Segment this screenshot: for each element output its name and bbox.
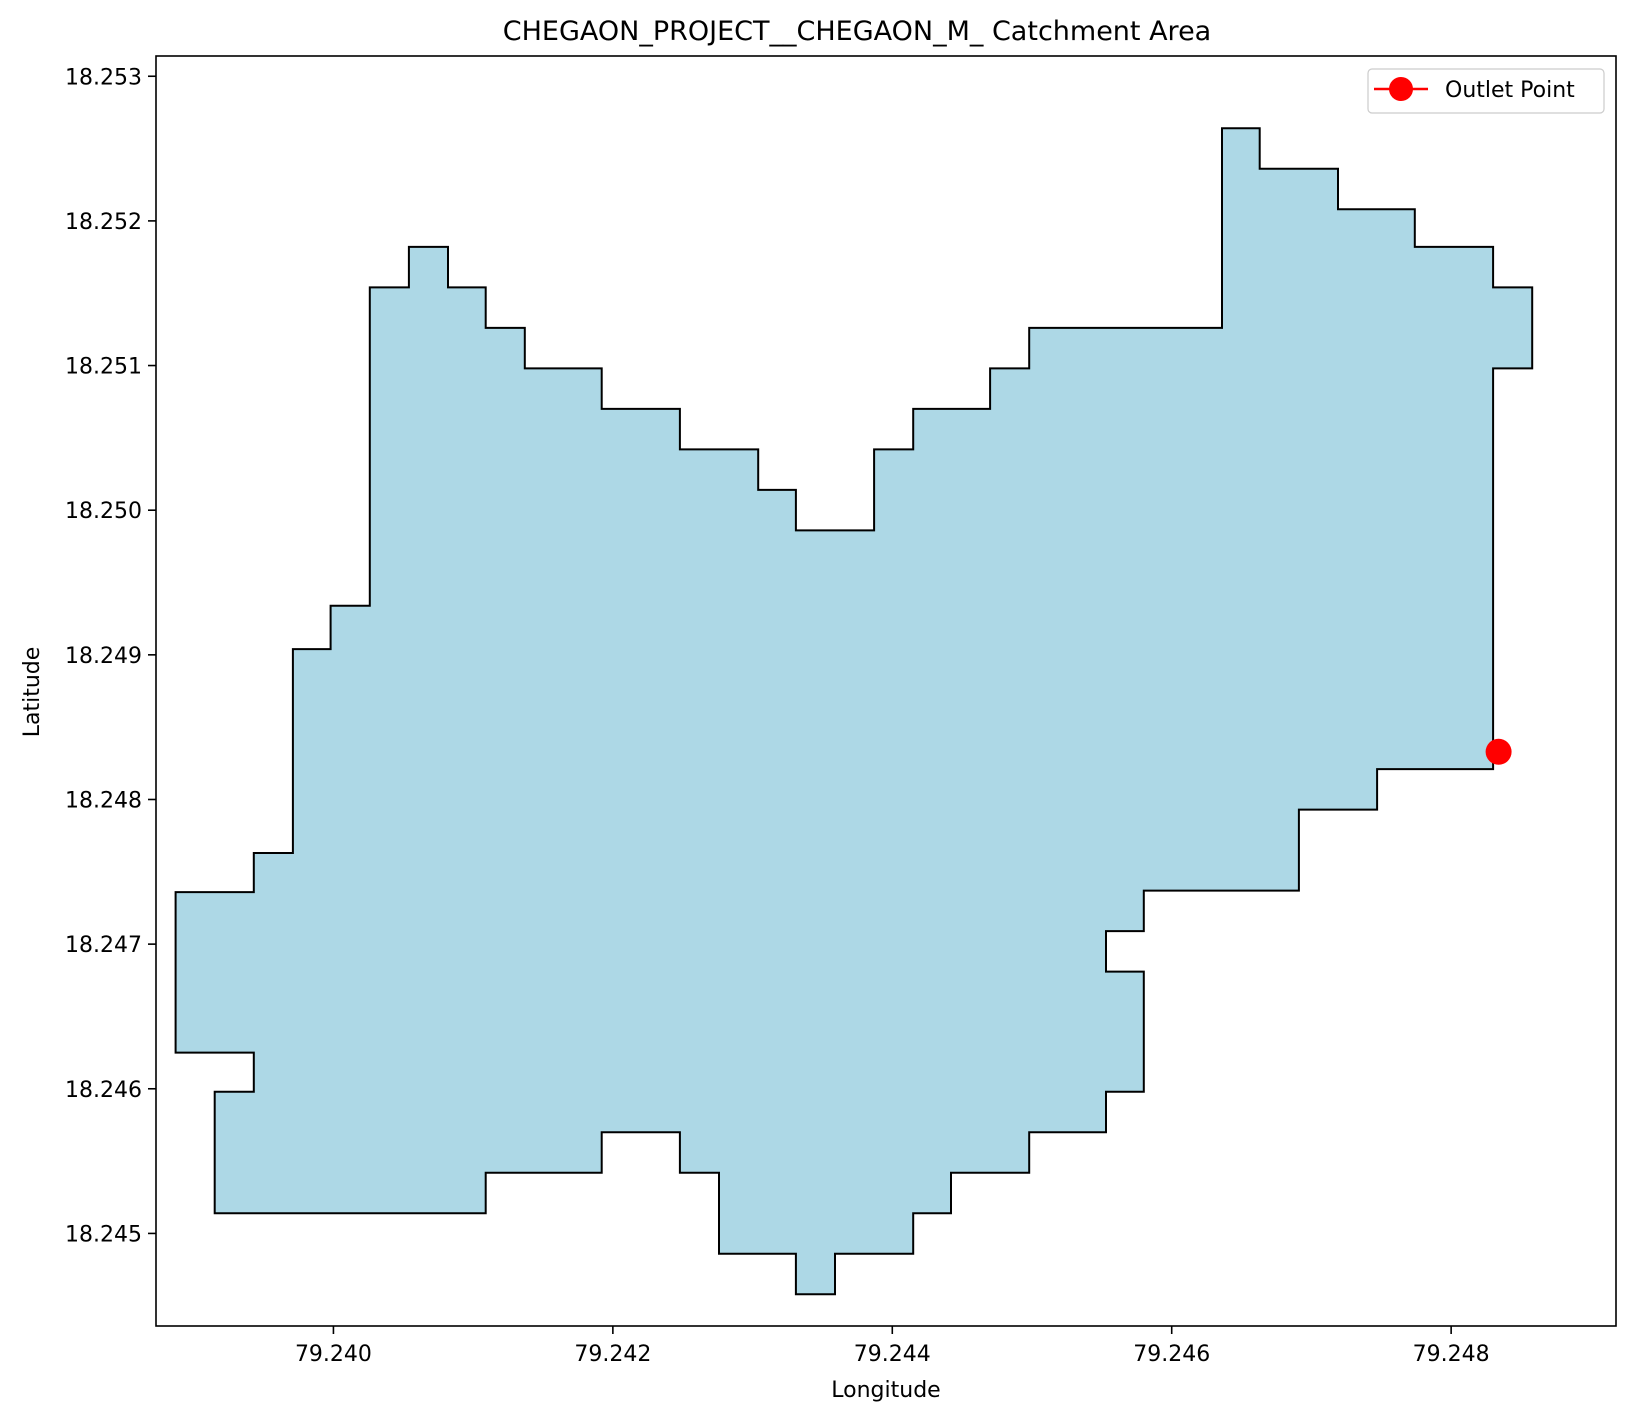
y-axis-label: Latitude [20,647,45,738]
y-tick-label: 18.252 [65,210,142,235]
y-tick-label: 18.248 [65,788,142,813]
y-tick-label: 18.246 [65,1078,142,1103]
chart-title: CHEGAON_PROJECT__CHEGAON_M_ Catchment Ar… [503,16,1211,47]
y-tick-label: 18.249 [65,644,142,669]
y-axis-ticks: 18.245 18.246 18.247 18.248 18.249 18.250 18.2… [65,65,156,1247]
x-tick-label: 79.246 [1133,1342,1210,1367]
y-tick-label: 18.250 [65,499,142,524]
legend-entry-outlet-point: Outlet Point [1445,78,1575,103]
legend-box [1367,68,1605,114]
legend-marker [1389,77,1413,101]
legend: Outlet Point [1367,68,1605,114]
x-tick-label: 79.240 [295,1342,372,1367]
y-tick-label: 18.251 [65,355,142,380]
y-tick-label: 18.247 [65,933,142,958]
y-tick-label: 18.253 [65,65,142,90]
axes-frame [155,55,1617,1327]
plot-area [174,127,1534,1296]
outlet-point-marker [1485,738,1512,765]
y-tick-label: 18.245 [65,1222,142,1247]
x-tick-label: 79.242 [574,1342,651,1367]
x-tick-label: 79.244 [854,1342,931,1367]
x-axis-ticks: 79.240 79.242 79.244 79.246 79.248 [295,1326,1490,1367]
catchment-polygon [174,127,1534,1296]
x-tick-label: 79.248 [1413,1342,1490,1367]
x-axis-label: Longitude [831,1378,940,1403]
